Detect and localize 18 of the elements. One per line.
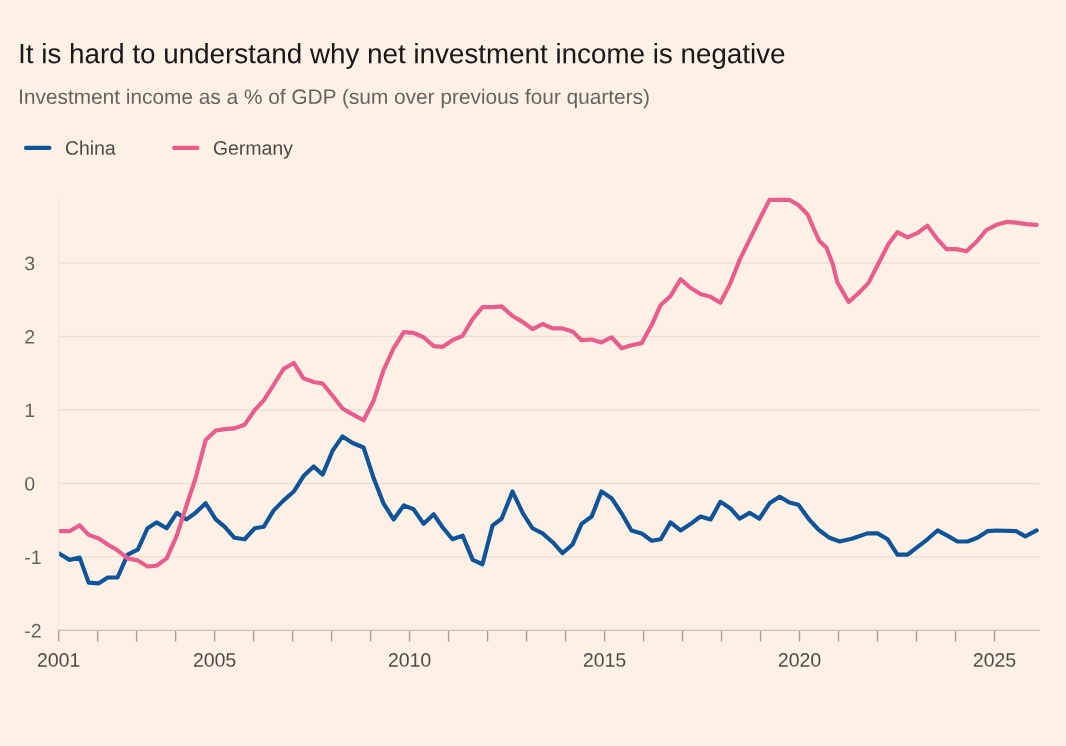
y-tick-label: 2 [25, 329, 35, 344]
y-tick-label: -2 [25, 623, 41, 638]
y-tick-label: -1 [25, 550, 41, 564]
x-tick-label: 2001 [37, 653, 80, 667]
y-tick-label: 1 [25, 403, 35, 418]
line-series [58, 197, 1039, 569]
legend-label: China [65, 140, 116, 155]
x-tick-label: 2005 [193, 653, 236, 667]
y-tick-label: 0 [25, 476, 35, 491]
x-tick-label: 2015 [583, 653, 626, 667]
x-tick-label: 2025 [973, 653, 1016, 667]
line-series [58, 434, 1039, 586]
x-tick-label: 2020 [778, 653, 821, 667]
legend-label: Germany [213, 141, 293, 159]
x-tick-label: 2010 [388, 653, 431, 667]
y-tick-label: 3 [25, 256, 35, 271]
chart-subtitle: Investment income as a % of GDP (sum over previous four quarters) [20, 88, 649, 109]
chart-title: It is hard to understand why net investment income is negative [20, 43, 785, 69]
